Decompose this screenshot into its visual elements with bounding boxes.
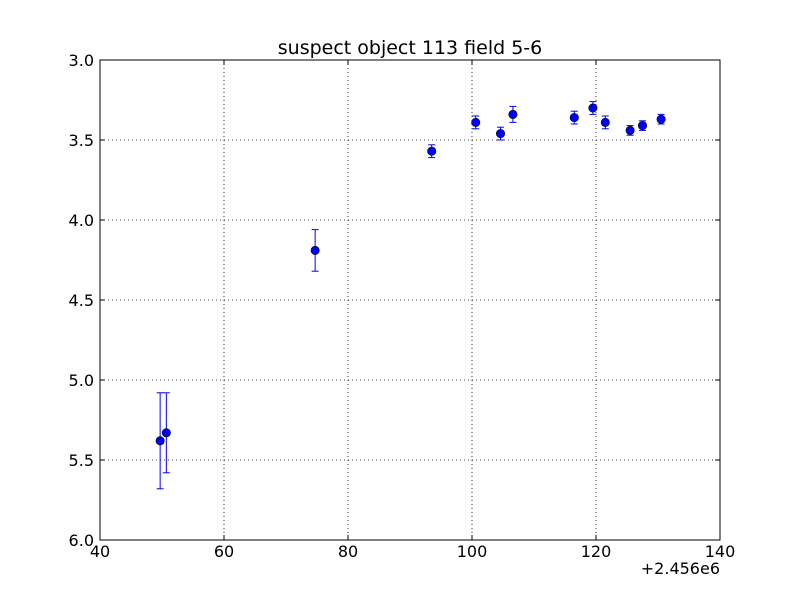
y-tick-label: 4.5: [69, 291, 94, 310]
x-tick-label: 120: [581, 542, 612, 561]
data-point: [508, 105, 518, 123]
marker: [588, 103, 598, 113]
grid: [100, 60, 720, 540]
data-point: [310, 229, 320, 272]
marker: [161, 428, 171, 438]
data-point: [588, 101, 598, 115]
data-point: [600, 115, 610, 130]
data-point: [471, 115, 481, 130]
marker: [656, 114, 666, 124]
data-point: [161, 392, 171, 474]
x-tick-label: 80: [338, 542, 358, 561]
y-tick-label: 6.0: [69, 531, 94, 550]
y-tick-label: 5.0: [69, 371, 94, 390]
data-point: [637, 120, 647, 131]
x-tick-label: 140: [705, 542, 736, 561]
marker: [600, 117, 610, 127]
y-tick-label: 4.0: [69, 211, 94, 230]
marker: [310, 245, 320, 255]
x-tick-label: 100: [457, 542, 488, 561]
data-point: [656, 113, 666, 125]
marker: [496, 129, 506, 139]
data-point: [569, 110, 579, 125]
data-point: [496, 126, 506, 141]
y-tick-label: 5.5: [69, 451, 94, 470]
marker: [471, 117, 481, 127]
data-point: [427, 144, 437, 159]
data-point: [625, 125, 635, 136]
chart-title: suspect object 113 field 5-6: [278, 37, 543, 59]
tick-labels: 40 60 80 100 120 140 3.0 3.5 4.0 4.5 5.0 5.5 6.0: [69, 51, 736, 561]
ticks: [99, 59, 721, 541]
x-tick-label: 40: [90, 542, 110, 561]
marker: [508, 109, 518, 119]
y-tick-label: 3.0: [69, 51, 94, 70]
marker: [155, 436, 165, 446]
data-layer: [155, 101, 666, 490]
data-point: [155, 392, 165, 490]
marker: [625, 125, 635, 135]
marker: [427, 146, 437, 156]
marker: [637, 121, 647, 131]
x-tick-label: 60: [214, 542, 234, 561]
marker: [569, 113, 579, 123]
x-axis-offset-label: +2.456e6: [641, 559, 720, 578]
y-tick-label: 3.5: [69, 131, 94, 150]
